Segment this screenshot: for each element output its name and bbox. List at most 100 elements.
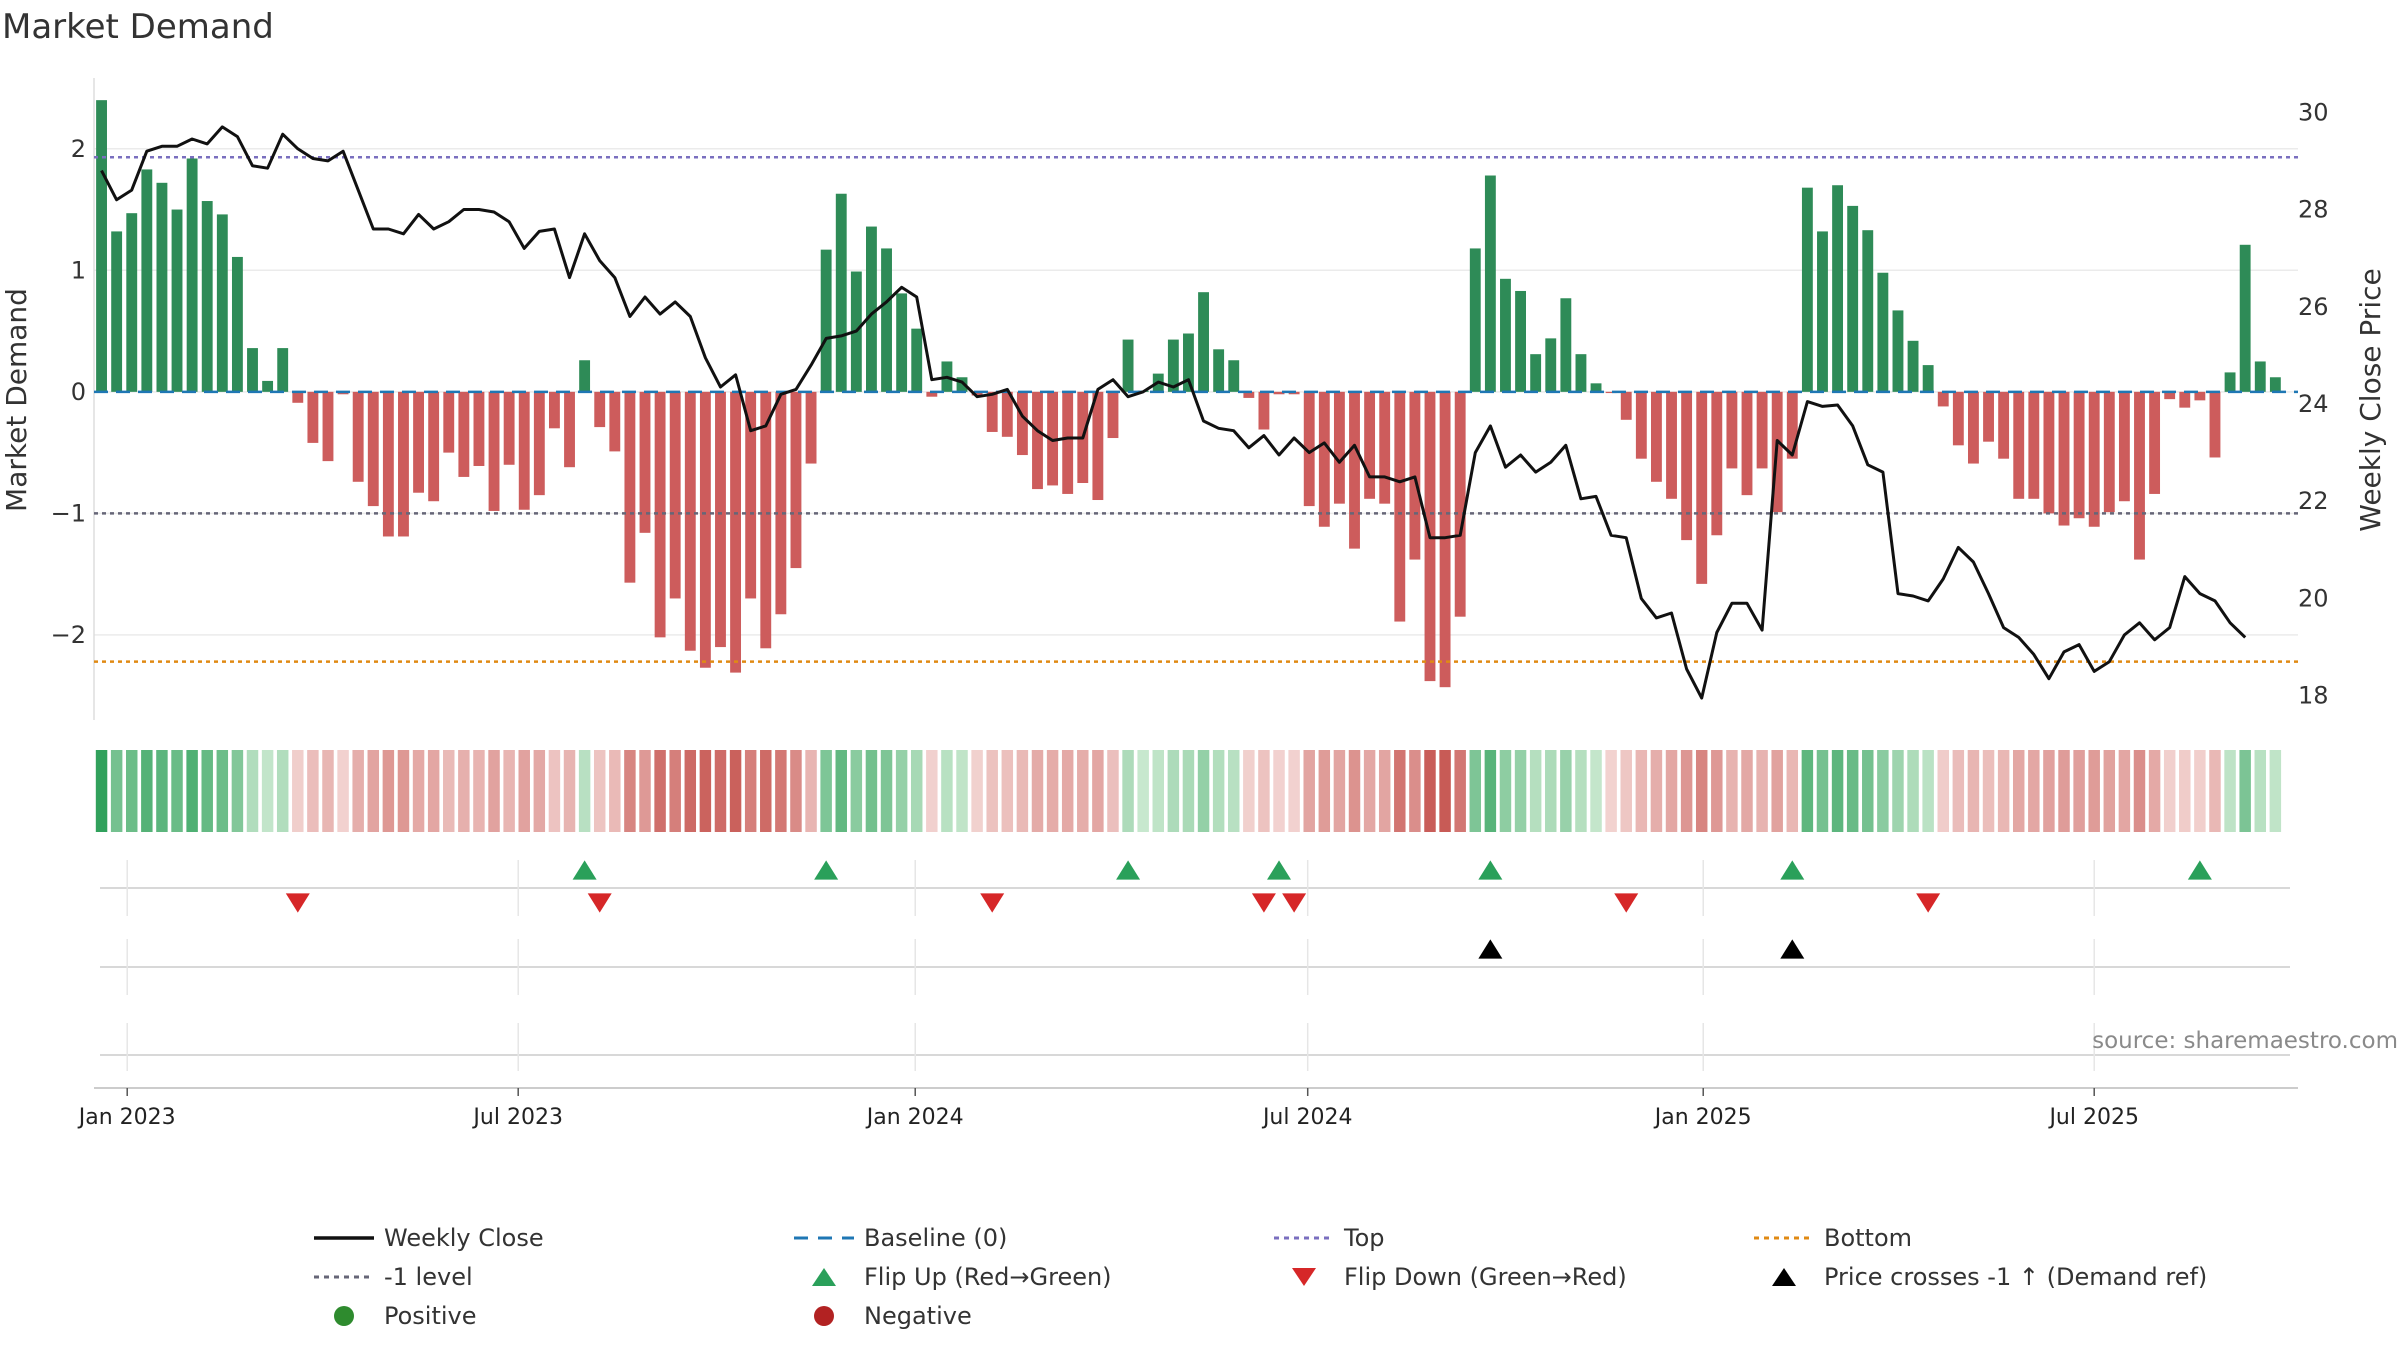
demand-bar (1062, 391, 1074, 494)
flip-down-marker (980, 893, 1005, 913)
demand-bar (564, 391, 575, 468)
heat-cell (926, 750, 938, 832)
demand-bar (1032, 391, 1043, 490)
demand-bar (1635, 391, 1647, 459)
legend-label: Price crosses -1 ↑ (Demand ref) (1824, 1263, 2207, 1291)
heat-cell (1605, 750, 1617, 832)
legend-swatch (814, 1306, 834, 1326)
legend-label: Flip Down (Green→Red) (1344, 1263, 1627, 1291)
demand-bar (715, 391, 726, 648)
heat-cell (1484, 750, 1497, 832)
legend-label: Bottom (1824, 1224, 1912, 1252)
demand-bar (1092, 391, 1104, 501)
legend-swatch (1292, 1268, 1316, 1286)
flip-up-marker (572, 860, 597, 880)
heat-cell (1016, 750, 1029, 832)
heat-cell (1741, 750, 1753, 832)
x-axis: Jan 2023 Jul 2023 Jan 2024 Jul 2024 Jan 2025… (77, 1087, 2298, 1130)
demand-bar (1590, 383, 1602, 392)
right-axis-label: Weekly Close Price (2354, 268, 2387, 531)
heat-cell (880, 750, 893, 832)
heat-cell (443, 750, 455, 832)
demand-bar (1243, 391, 1255, 398)
heat-cell (171, 750, 183, 832)
flip-down-marker (1251, 893, 1276, 913)
heat-cell (1801, 750, 1814, 832)
heat-cell (699, 750, 712, 832)
demand-bar (1998, 391, 2010, 459)
heat-cell (1061, 750, 1074, 832)
heat-cell (578, 750, 591, 832)
right-tick-label: 24 (2298, 390, 2329, 418)
demand-bar (2194, 391, 2206, 401)
demand-bar (760, 391, 772, 649)
demand-bar (1016, 391, 1028, 456)
right-tick-label: 30 (2298, 98, 2329, 126)
demand-bar (2134, 391, 2145, 560)
heat-cell (1650, 750, 1663, 832)
price-cross-marker (1478, 939, 1503, 959)
demand-bar (2269, 377, 2281, 392)
demand-bar (1122, 339, 1134, 392)
heat-cell (2073, 750, 2085, 832)
demand-bar (669, 391, 681, 599)
heat-cell (1529, 750, 1542, 832)
heat-cell (2254, 750, 2266, 832)
heat-cell (2239, 750, 2251, 832)
demand-bar (594, 391, 606, 428)
heat-cell (2028, 750, 2040, 832)
demand-bar (881, 248, 892, 392)
demand-bar (1213, 349, 1225, 392)
heat-cell (1997, 750, 2010, 832)
flip-up-marker (1116, 860, 1141, 880)
demand-bar (609, 391, 621, 452)
heat-cell (1846, 750, 1859, 832)
heat-cell (1288, 750, 1300, 832)
heat-cell (473, 750, 485, 832)
heat-cell (1394, 750, 1406, 832)
demand-bar (1273, 391, 1285, 395)
x-tick-label: Jul 2024 (1261, 1105, 1353, 1130)
left-axis-label: Market Demand (0, 288, 33, 512)
demand-bar (247, 348, 258, 392)
weekly-close-line (100, 125, 2247, 700)
price-series (100, 125, 2247, 700)
reference-lines (94, 156, 2298, 663)
heat-cell (1665, 750, 1678, 832)
flip-up-marker (1478, 860, 1503, 880)
demand-bar (1983, 391, 1994, 442)
heat-cell (775, 750, 787, 832)
demand-bar (548, 391, 560, 429)
demand-bar (1877, 272, 1889, 392)
right-tick-label: 22 (2298, 487, 2329, 515)
demand-bar (428, 391, 440, 502)
demand-bar (1741, 391, 1753, 496)
heat-cell (1831, 750, 1844, 832)
demand-bar (1937, 391, 1949, 407)
demand-bar (1469, 248, 1481, 392)
demand-bar (684, 391, 696, 651)
heat-cell (835, 750, 847, 832)
heat-cell (1303, 750, 1315, 832)
heat-cell (2179, 750, 2191, 832)
heat-cell (1273, 750, 1285, 832)
demand-bar (2239, 244, 2251, 392)
heat-cell (1560, 750, 1572, 832)
legend-item: -1 level (314, 1263, 473, 1291)
heat-cell (307, 750, 319, 832)
demand-heat-strip (95, 750, 2282, 832)
demand-bar (262, 380, 274, 392)
heat-cell (1092, 750, 1104, 832)
heat-cell (1937, 750, 1949, 832)
heat-cell (760, 750, 772, 832)
heat-cell (1031, 750, 1044, 832)
heat-cell (1122, 750, 1134, 832)
heat-cell (2118, 750, 2131, 832)
demand-bar (533, 391, 545, 496)
flip-down-marker (1614, 893, 1639, 913)
heat-cell (1967, 750, 1980, 832)
heat-cell (2103, 750, 2116, 832)
heat-cell (1862, 750, 1874, 832)
heat-cell (593, 750, 606, 832)
demand-bar (1515, 290, 1526, 392)
